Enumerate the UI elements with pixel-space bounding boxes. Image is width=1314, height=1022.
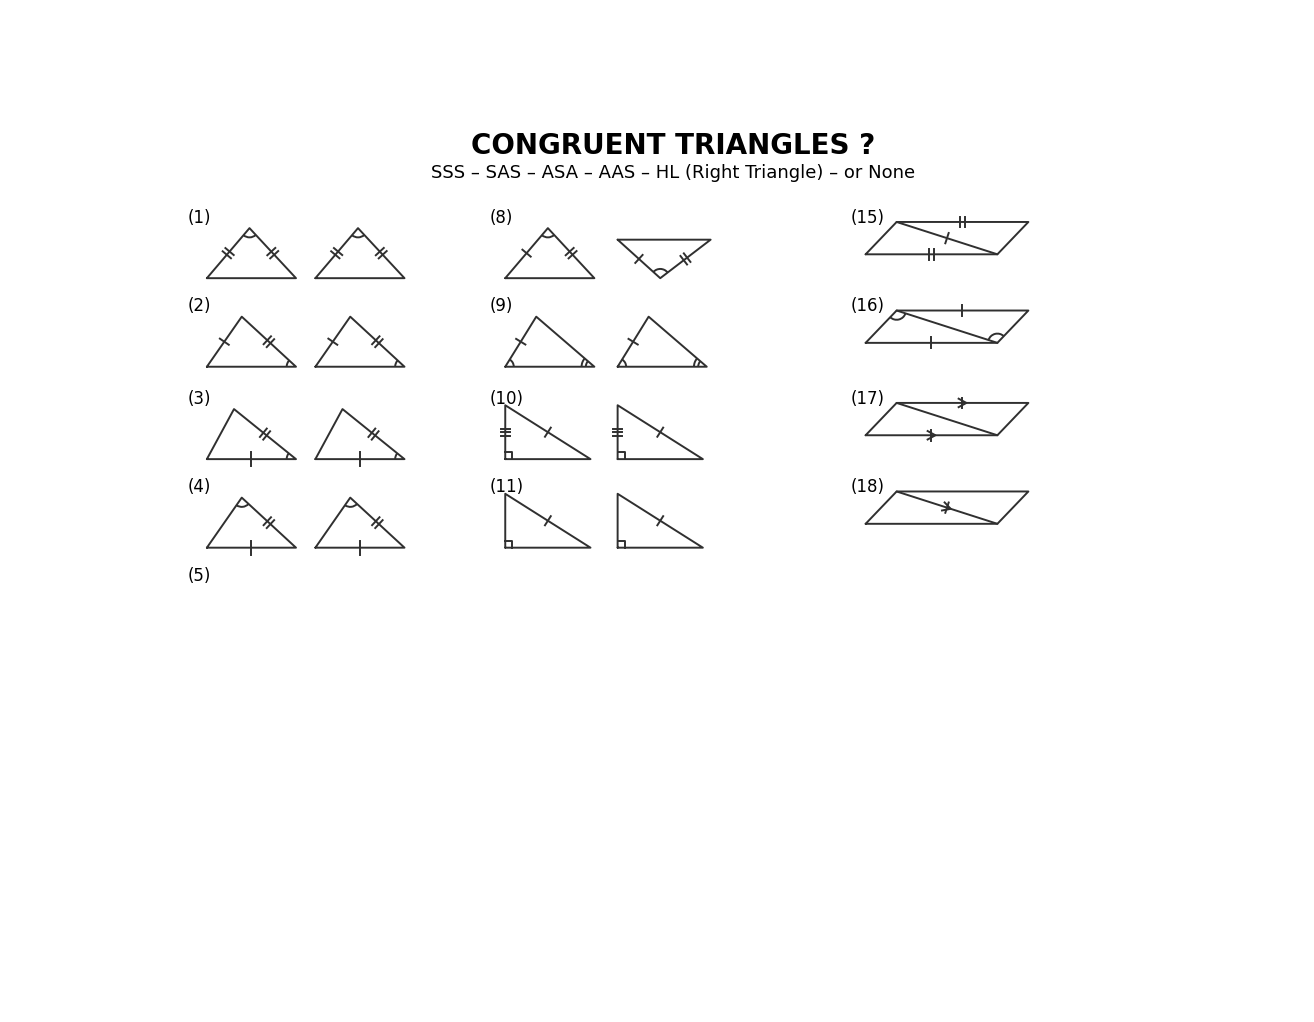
Text: (11): (11) — [490, 478, 524, 497]
Text: CONGRUENT TRIANGLES ?: CONGRUENT TRIANGLES ? — [472, 132, 875, 159]
Text: (17): (17) — [850, 389, 884, 408]
Text: SSS – SAS – ASA – AAS – HL (Right Triangle) – or None: SSS – SAS – ASA – AAS – HL (Right Triang… — [431, 165, 916, 182]
Text: (4): (4) — [188, 478, 210, 497]
Text: (16): (16) — [850, 297, 884, 316]
Text: (18): (18) — [850, 478, 884, 497]
Text: (8): (8) — [490, 208, 514, 227]
Text: (10): (10) — [490, 389, 524, 408]
Text: (3): (3) — [188, 389, 212, 408]
Text: (9): (9) — [490, 297, 514, 316]
Text: (15): (15) — [850, 208, 884, 227]
Text: (2): (2) — [188, 297, 212, 316]
Text: (1): (1) — [188, 208, 212, 227]
Text: (5): (5) — [188, 567, 210, 585]
